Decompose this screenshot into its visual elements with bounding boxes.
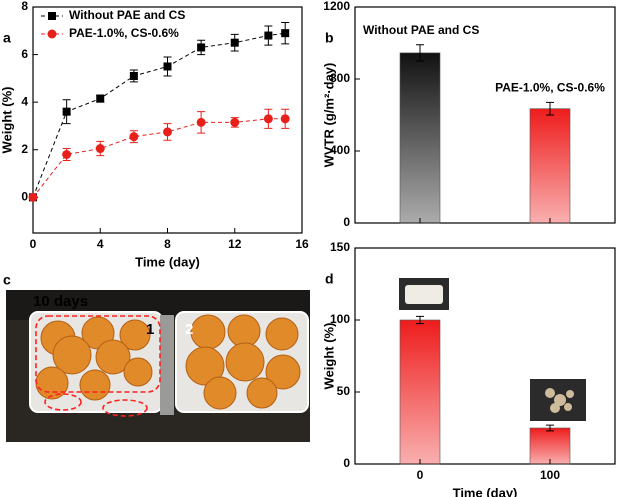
x-tick-label: 16	[295, 237, 309, 251]
marker	[95, 144, 105, 154]
photo-panel: c 10 days 1 2	[3, 272, 310, 442]
panel-label: a	[3, 30, 11, 46]
y-axis-title: Weight (%)	[0, 87, 14, 154]
y-tick-label: 0	[343, 456, 350, 470]
inset-fragment-pieces	[545, 388, 574, 413]
plot-frame	[354, 247, 616, 465]
error-bar	[546, 424, 554, 432]
oranges	[35, 314, 301, 410]
legend-label: Without PAE and CS	[69, 8, 185, 22]
x-axis-title: Time (day)	[135, 254, 200, 269]
bar-label: PAE-1.0%, CS-0.6%	[495, 81, 605, 95]
ruler	[160, 315, 174, 415]
legend-marker	[48, 12, 56, 20]
legend-label: PAE-1.0%, CS-0.6%	[69, 26, 179, 40]
y-tick-label: 0	[343, 215, 350, 229]
marker	[96, 94, 105, 103]
marker	[62, 149, 72, 159]
highlight-regions	[35, 315, 161, 417]
y-axis-title: Weight (%)	[321, 323, 336, 390]
marker	[163, 62, 172, 71]
photo-caption: 10 days	[33, 293, 88, 310]
y-tick-label: 0	[21, 189, 28, 203]
marker	[163, 127, 172, 137]
panel-label: d	[325, 271, 334, 287]
panel-label: b	[325, 30, 334, 46]
x-axis-title: Time (day)	[453, 485, 518, 497]
y-tick-label: 6	[21, 47, 28, 61]
error-bar	[416, 315, 424, 325]
y-tick-label: 150	[330, 240, 350, 254]
panel-label: c	[3, 272, 11, 288]
marker	[280, 114, 290, 124]
x-tick-label: 0	[417, 468, 424, 482]
y-tick-label: 50	[337, 384, 351, 398]
tray-label: 2	[185, 321, 193, 338]
marker	[129, 132, 139, 142]
y-tick-label: 2	[21, 142, 28, 156]
marker	[197, 43, 206, 52]
inset-tray-shape	[405, 285, 443, 304]
bar	[399, 319, 441, 465]
marker	[196, 117, 206, 127]
y-tick-label: 4	[21, 94, 28, 108]
marker	[264, 31, 273, 40]
bar	[399, 52, 441, 224]
bar-label: Without PAE and CS	[363, 23, 479, 37]
marker	[230, 38, 239, 47]
x-tick-label: 0	[30, 237, 37, 251]
series-line	[32, 118, 286, 198]
y-tick-label: 8	[21, 0, 28, 13]
bar	[529, 427, 571, 465]
marker	[62, 107, 71, 116]
tray-label: 1	[146, 321, 154, 338]
y-axis-title: WVTR (g/m²·day)	[321, 63, 336, 168]
legend-marker	[47, 29, 57, 39]
marker	[28, 192, 38, 202]
x-tick-label: 4	[97, 237, 104, 251]
x-tick-label: 12	[228, 237, 242, 251]
inset-images	[399, 278, 586, 421]
y-tick-label: 800	[330, 71, 350, 85]
y-tick-label: 100	[330, 312, 350, 326]
series-line	[32, 32, 286, 198]
marker	[230, 117, 240, 127]
x-tick-label: 100	[540, 468, 560, 482]
y-tick-label: 1200	[323, 0, 350, 13]
error-bar	[546, 101, 554, 116]
y-tick-label: 400	[330, 143, 350, 157]
plot-frame	[354, 6, 616, 224]
marker	[263, 114, 273, 124]
marker	[129, 71, 138, 80]
marker	[281, 29, 290, 38]
x-tick-label: 8	[164, 237, 171, 251]
error-bar	[416, 44, 424, 62]
bar	[529, 108, 571, 224]
